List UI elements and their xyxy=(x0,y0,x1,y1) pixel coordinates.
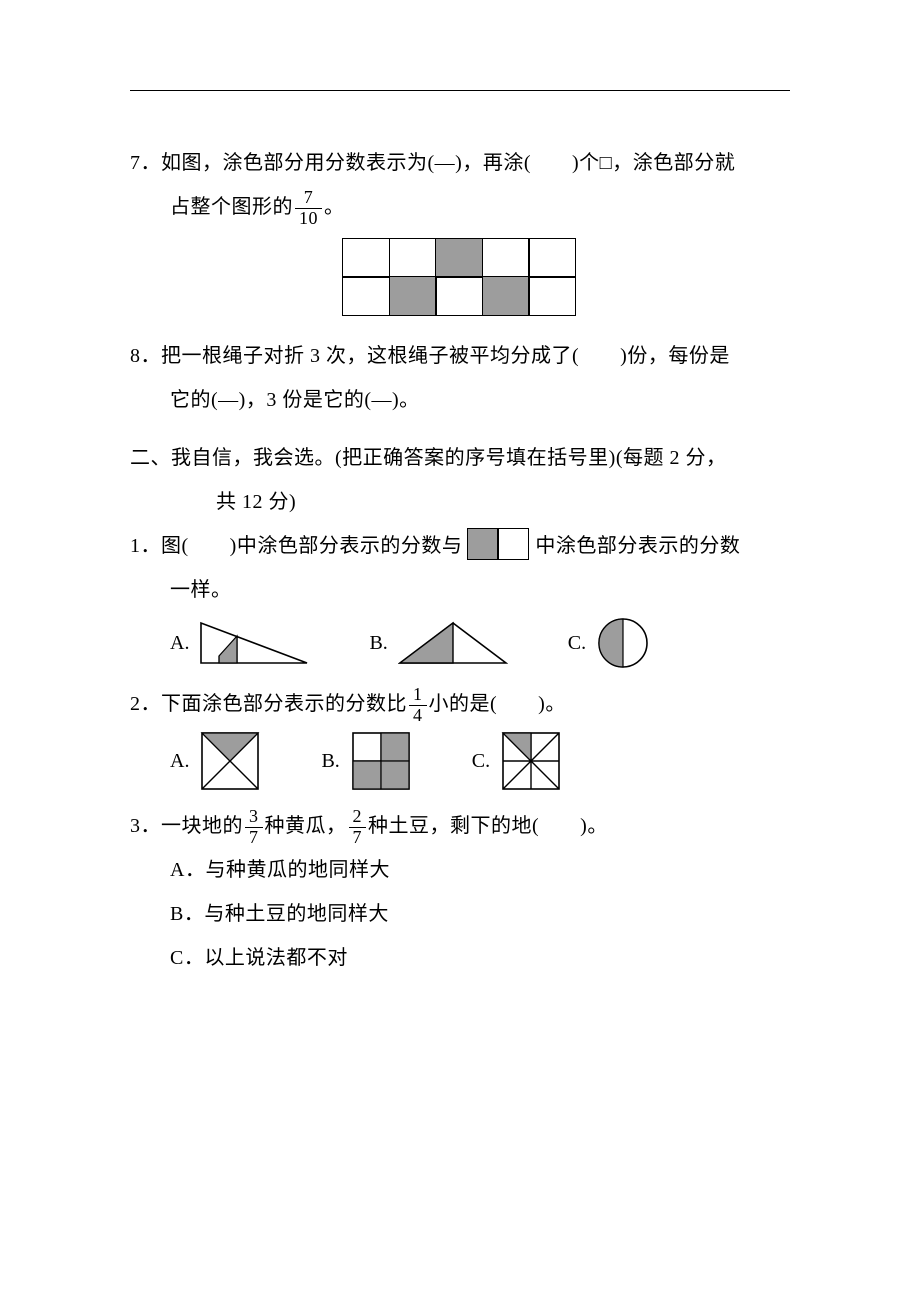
q7-text-b-post: 。 xyxy=(324,196,345,218)
mc1-number: 1． xyxy=(130,524,161,568)
q7-grid-figure xyxy=(130,239,790,316)
mc3-f2-num: 2 xyxy=(349,807,367,827)
mc1-optC-label: C. xyxy=(568,632,586,655)
mc1-inline-icon xyxy=(468,528,529,560)
mc3-fraction2: 27 xyxy=(349,807,367,848)
q7-grid-cell xyxy=(389,276,437,316)
mc3-f1-num: 3 xyxy=(245,807,263,827)
mc1-line2: 一样。 xyxy=(130,568,790,612)
page: 7．如图，涂色部分用分数表示为(—)，再涂( )个□，涂色部分就 占整个图形的7… xyxy=(0,0,920,1302)
mc3-optA-text: A．与种黄瓜的地同样大 xyxy=(170,859,390,881)
q7-grid-cell xyxy=(482,238,530,278)
q8-line2: 它的(—)，3 份是它的(—)。 xyxy=(130,378,790,422)
mc3-optC: C．以上说法都不对 xyxy=(130,936,790,980)
mc3-text-mid1: 种黄瓜， xyxy=(265,815,347,837)
mc3-optA: A．与种黄瓜的地同样大 xyxy=(130,848,790,892)
mc1-optA-icon xyxy=(199,619,309,667)
mc3-text-pre: 一块地的 xyxy=(161,815,243,837)
mc2-line: 2．下面涂色部分表示的分数比14小的是( )。 xyxy=(130,682,790,726)
mc1-options-row: A. B. C. xyxy=(130,616,790,670)
mc3-line: 3．一块地的37种黄瓜，27种土豆，剩下的地( )。 xyxy=(130,804,790,848)
q7-grid-cell xyxy=(389,238,437,278)
mc1-optB-label: B. xyxy=(369,632,387,655)
mc2-frac-den: 4 xyxy=(409,705,427,726)
q8-line1: 8．把一根绳子对折 3 次，这根绳子被平均分成了( )份，每份是 xyxy=(130,334,790,378)
q7-text-a: 如图，涂色部分用分数表示为(—)，再涂( )个□，涂色部分就 xyxy=(161,152,735,174)
mc2-optC-icon xyxy=(500,730,562,792)
mc2-optB-label: B. xyxy=(321,750,339,773)
mc1-option-a: A. xyxy=(170,619,309,667)
q7-number: 7． xyxy=(130,152,161,174)
mc1-optA-label: A. xyxy=(170,632,189,655)
q7-grid-cell xyxy=(528,276,576,316)
q7-grid-cell xyxy=(528,238,576,278)
mc1-option-b: B. xyxy=(369,619,507,667)
mc3-optB: B．与种土豆的地同样大 xyxy=(130,892,790,936)
mc1-line1: 1．图( )中涂色部分表示的分数与 中涂色部分表示的分数 xyxy=(130,524,790,568)
q8-number: 8． xyxy=(130,345,161,367)
mc3-fraction1: 37 xyxy=(245,807,263,848)
section2-heading: 二、我自信，我会选。(把正确答案的序号填在括号里)(每题 2 分， xyxy=(130,447,726,469)
mc1-text-c: 一样。 xyxy=(170,579,232,601)
mc2-option-b: B. xyxy=(321,730,411,792)
mc2-options-row: A. B. C. xyxy=(130,730,790,792)
mc2-text-post: 小的是( )。 xyxy=(429,693,566,715)
q7-grid-row xyxy=(344,278,577,317)
mc1-icon-cell-empty xyxy=(497,528,529,560)
q7-frac-num: 7 xyxy=(295,188,322,208)
q7-fraction: 710 xyxy=(295,188,322,229)
mc3-optB-text: B．与种土豆的地同样大 xyxy=(170,903,389,925)
section2-heading2: 共 12 分) xyxy=(216,491,296,513)
q7-grid-cell xyxy=(435,238,483,278)
mc2-fraction: 14 xyxy=(409,685,427,726)
q8-text-a: 把一根绳子对折 3 次，这根绳子被平均分成了( )份，每份是 xyxy=(161,345,730,367)
mc2-optA-icon xyxy=(199,730,261,792)
q7-frac-den: 10 xyxy=(295,208,322,229)
mc2-optB-icon xyxy=(350,730,412,792)
top-rule xyxy=(130,90,790,91)
mc1-optB-icon xyxy=(398,619,508,667)
mc3-text-mid2: 种土豆，剩下的地( )。 xyxy=(368,815,608,837)
mc3-optC-text: C．以上说法都不对 xyxy=(170,947,348,969)
q7-grid-cell xyxy=(435,276,483,316)
mc2-number: 2． xyxy=(130,693,161,715)
mc1-option-c: C. xyxy=(568,616,650,670)
mc3-f2-den: 7 xyxy=(349,827,367,848)
mc2-text-pre: 下面涂色部分表示的分数比 xyxy=(161,693,407,715)
mc2-option-a: A. xyxy=(170,730,261,792)
section2-heading-line2: 共 12 分) xyxy=(130,480,790,524)
section2-heading-line1: 二、我自信，我会选。(把正确答案的序号填在括号里)(每题 2 分， xyxy=(130,436,790,480)
q7-line2: 占整个图形的710。 xyxy=(130,185,790,229)
mc2-option-c: C. xyxy=(472,730,562,792)
mc1-optC-icon xyxy=(596,616,650,670)
mc2-frac-num: 1 xyxy=(409,685,427,705)
mc1-icon-cell-shaded xyxy=(467,528,499,560)
mc1-text-a: 图( )中涂色部分表示的分数与 xyxy=(161,524,462,568)
q7-grid-row xyxy=(344,239,577,278)
q7-line1: 7．如图，涂色部分用分数表示为(—)，再涂( )个□，涂色部分就 xyxy=(130,141,790,185)
mc3-number: 3． xyxy=(130,815,161,837)
mc2-optC-label: C. xyxy=(472,750,490,773)
q7-grid-cell xyxy=(342,238,390,278)
q7-grid-cell xyxy=(342,276,390,316)
mc1-text-b: 中涂色部分表示的分数 xyxy=(535,524,740,568)
mc3-f1-den: 7 xyxy=(245,827,263,848)
q7-grid-cell xyxy=(482,276,530,316)
q8-text-b: 它的(—)，3 份是它的(—)。 xyxy=(170,389,420,411)
mc2-optA-label: A. xyxy=(170,750,189,773)
q7-text-b-pre: 占整个图形的 xyxy=(170,196,293,218)
